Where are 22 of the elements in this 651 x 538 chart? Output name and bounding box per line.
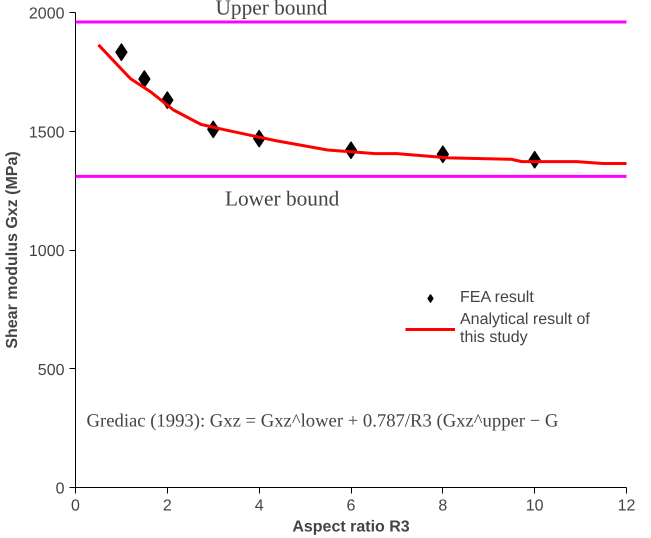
x-tick-label: 12 <box>618 498 636 514</box>
y-tick-label: 1500 <box>28 124 65 142</box>
y-tick-label: 500 <box>38 362 65 379</box>
y-axis-title: Shear modulus Gxz (MPa) <box>4 151 21 349</box>
x-tick-label: 10 <box>526 498 544 514</box>
legend-label: Analytical result of this study <box>460 311 590 347</box>
x-axis-title: Aspect ratio R3 <box>292 518 410 536</box>
x-tick-label: 0 <box>71 498 80 514</box>
x-tick-label: 2 <box>162 498 172 514</box>
x-tick-label: 6 <box>346 498 356 514</box>
ref-line-label: Lower bound <box>224 186 340 210</box>
point <box>115 43 128 62</box>
ref-line-label: Upper bound <box>216 0 328 20</box>
x-tick-label: 8 <box>438 498 448 514</box>
x-tick-label: 4 <box>254 498 264 514</box>
line-series <box>96 43 626 166</box>
y-tick-label: 1000 <box>28 243 65 260</box>
annotation: Grediac (1993): Gxz = Gxz^lower + 0.787/R3 (Gxz^upper − G <box>86 410 558 432</box>
y-tick-label: 2000 <box>28 6 65 22</box>
legend-label: FEA result <box>460 289 534 307</box>
point <box>138 70 151 88</box>
y-tick-label: 0 <box>56 480 65 498</box>
